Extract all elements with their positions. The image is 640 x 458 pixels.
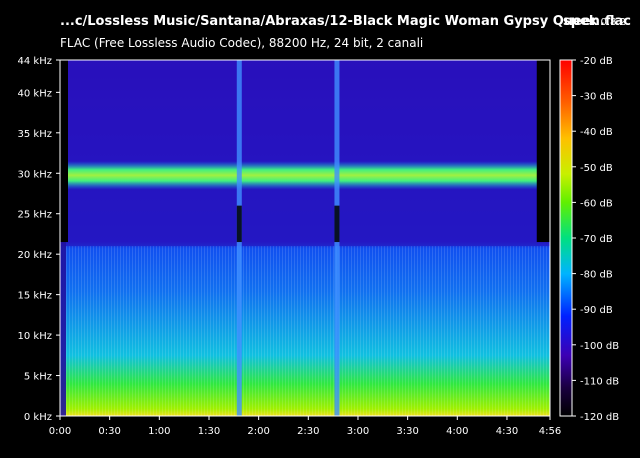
spectrogram-image — [60, 60, 550, 416]
axes: 0 kHz 5 kHz 10 kHz 15 kHz 20 kHz 25 kHz 30 kHz… — [18, 56, 562, 437]
colorbar-tick-label: -120 dB — [580, 412, 619, 423]
app-version: 0.8.2 — [600, 17, 626, 28]
colorbar-tick-label: -50 dB — [580, 163, 613, 174]
y-tick-label: 15 kHz — [18, 291, 52, 302]
band-30khz — [66, 161, 539, 190]
y-tick-label: 0 kHz — [24, 412, 52, 423]
x-tick-label: 2:30 — [297, 426, 319, 437]
x-tick-label: 3:30 — [396, 426, 418, 437]
right-edge-dark — [536, 60, 550, 243]
x-tick-label: 1:00 — [148, 426, 170, 437]
colorbar-tick-label: -30 dB — [580, 92, 613, 103]
plot-frame — [59, 59, 551, 417]
colorbar-tick-label: -100 dB — [580, 341, 619, 352]
x-tick-label: 4:30 — [496, 426, 518, 437]
app-name-label: spek — [563, 14, 598, 29]
stream-info: FLAC (Free Lossless Audio Codec), 88200 … — [60, 36, 424, 50]
y-tick-label: 5 kHz — [24, 372, 52, 383]
x-tick-label: 0:30 — [98, 426, 120, 437]
x-tick-label: 4:00 — [446, 426, 468, 437]
x-tick-label: 3:00 — [347, 426, 369, 437]
x-tick-label: 0:00 — [49, 426, 71, 437]
above-cutoff-band — [60, 60, 550, 247]
y-tick-label: 40 kHz — [18, 88, 52, 99]
left-edge-dark — [60, 60, 68, 243]
x-tick-label: 4:56 — [539, 426, 561, 437]
y-tick-label: 20 kHz — [18, 250, 52, 261]
colorbar-tick-label: -60 dB — [580, 198, 613, 209]
texture-stripes — [60, 246, 550, 416]
gap-dark — [236, 205, 242, 243]
colorbar-tick-label: -40 dB — [580, 127, 613, 138]
x-tick-label: 1:30 — [198, 426, 220, 437]
y-tick-label: 25 kHz — [18, 210, 52, 221]
file-path-title: ...c/Lossless Music/Santana/Abraxas/12-B… — [60, 14, 631, 29]
left-edge — [60, 242, 66, 416]
colorbar-tick-label: -70 dB — [580, 234, 613, 245]
app-name: spek 0.8.2 — [563, 14, 626, 29]
colorbar-tick-label: -80 dB — [580, 270, 613, 281]
colorbar: -20 dB -30 dB -40 dB -50 dB -60 dB -70 dB -80 … — [559, 56, 619, 423]
y-tick-label: 44 kHz — [18, 56, 52, 67]
y-tick-label: 35 kHz — [18, 129, 52, 140]
colorbar-tick-label: -90 dB — [580, 305, 613, 316]
y-tick-label: 10 kHz — [18, 331, 52, 342]
colorbar-tick-label: -20 dB — [580, 56, 613, 67]
y-tick-label: 30 kHz — [18, 169, 52, 180]
colorbar-gradient — [559, 59, 573, 417]
colorbar-tick-label: -110 dB — [580, 376, 619, 387]
gap-dark — [334, 205, 340, 243]
x-tick-label: 2:00 — [247, 426, 269, 437]
